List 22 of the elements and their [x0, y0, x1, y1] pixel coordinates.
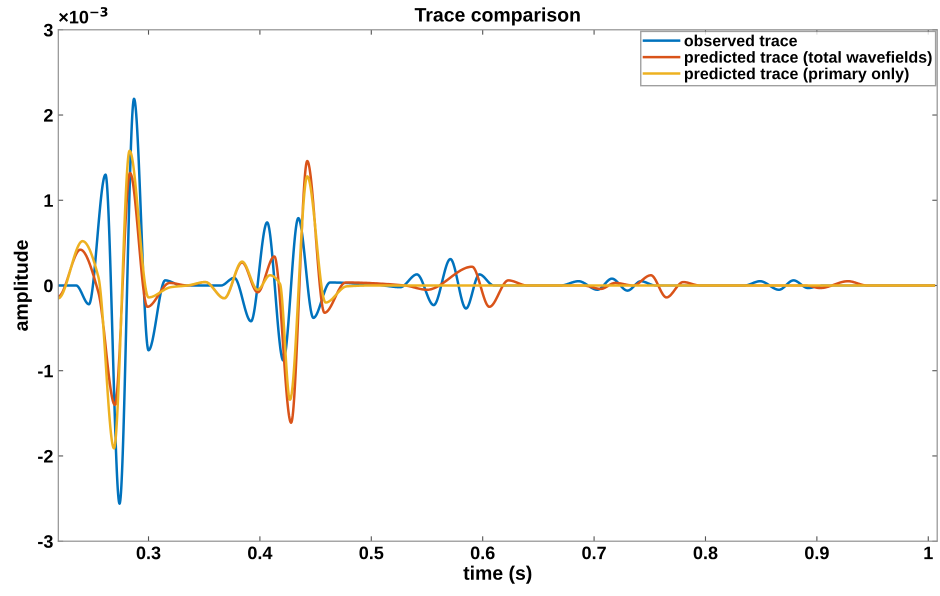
x-tick-label: 0.7 [582, 546, 606, 560]
legend-label: predicted trace (total wavefields) [684, 51, 932, 66]
y-tick-label: -1 [38, 364, 53, 378]
y-tick-label: 0 [44, 279, 53, 292]
x-tick-label: 0.8 [694, 546, 718, 560]
x-tick-label: 0.4 [248, 546, 272, 560]
legend-label: observed trace [684, 34, 797, 46]
text: ×10$^{−3}$ [59, 7, 108, 24]
x-tick-label: 0.9 [805, 546, 829, 560]
x-tick-label: 1 [924, 546, 933, 560]
x-tick-label: 0.3 [136, 546, 160, 560]
y-tick-label: 3 [44, 24, 53, 37]
x-axis-title: time (s) [463, 566, 532, 584]
y-tick-label: -3 [38, 535, 53, 548]
y-tick-label: 2 [44, 108, 53, 122]
legend-label: predicted trace (primary only) [684, 68, 909, 82]
y-tick-label: 1 [44, 194, 53, 207]
x-tick-label: 0.6 [470, 546, 495, 560]
chart-title: Trace comparison [414, 7, 580, 26]
x-tick-label: 0.5 [359, 546, 384, 560]
y-axis-title: amplitude [14, 240, 32, 331]
y-tick-label: -2 [38, 450, 53, 462]
